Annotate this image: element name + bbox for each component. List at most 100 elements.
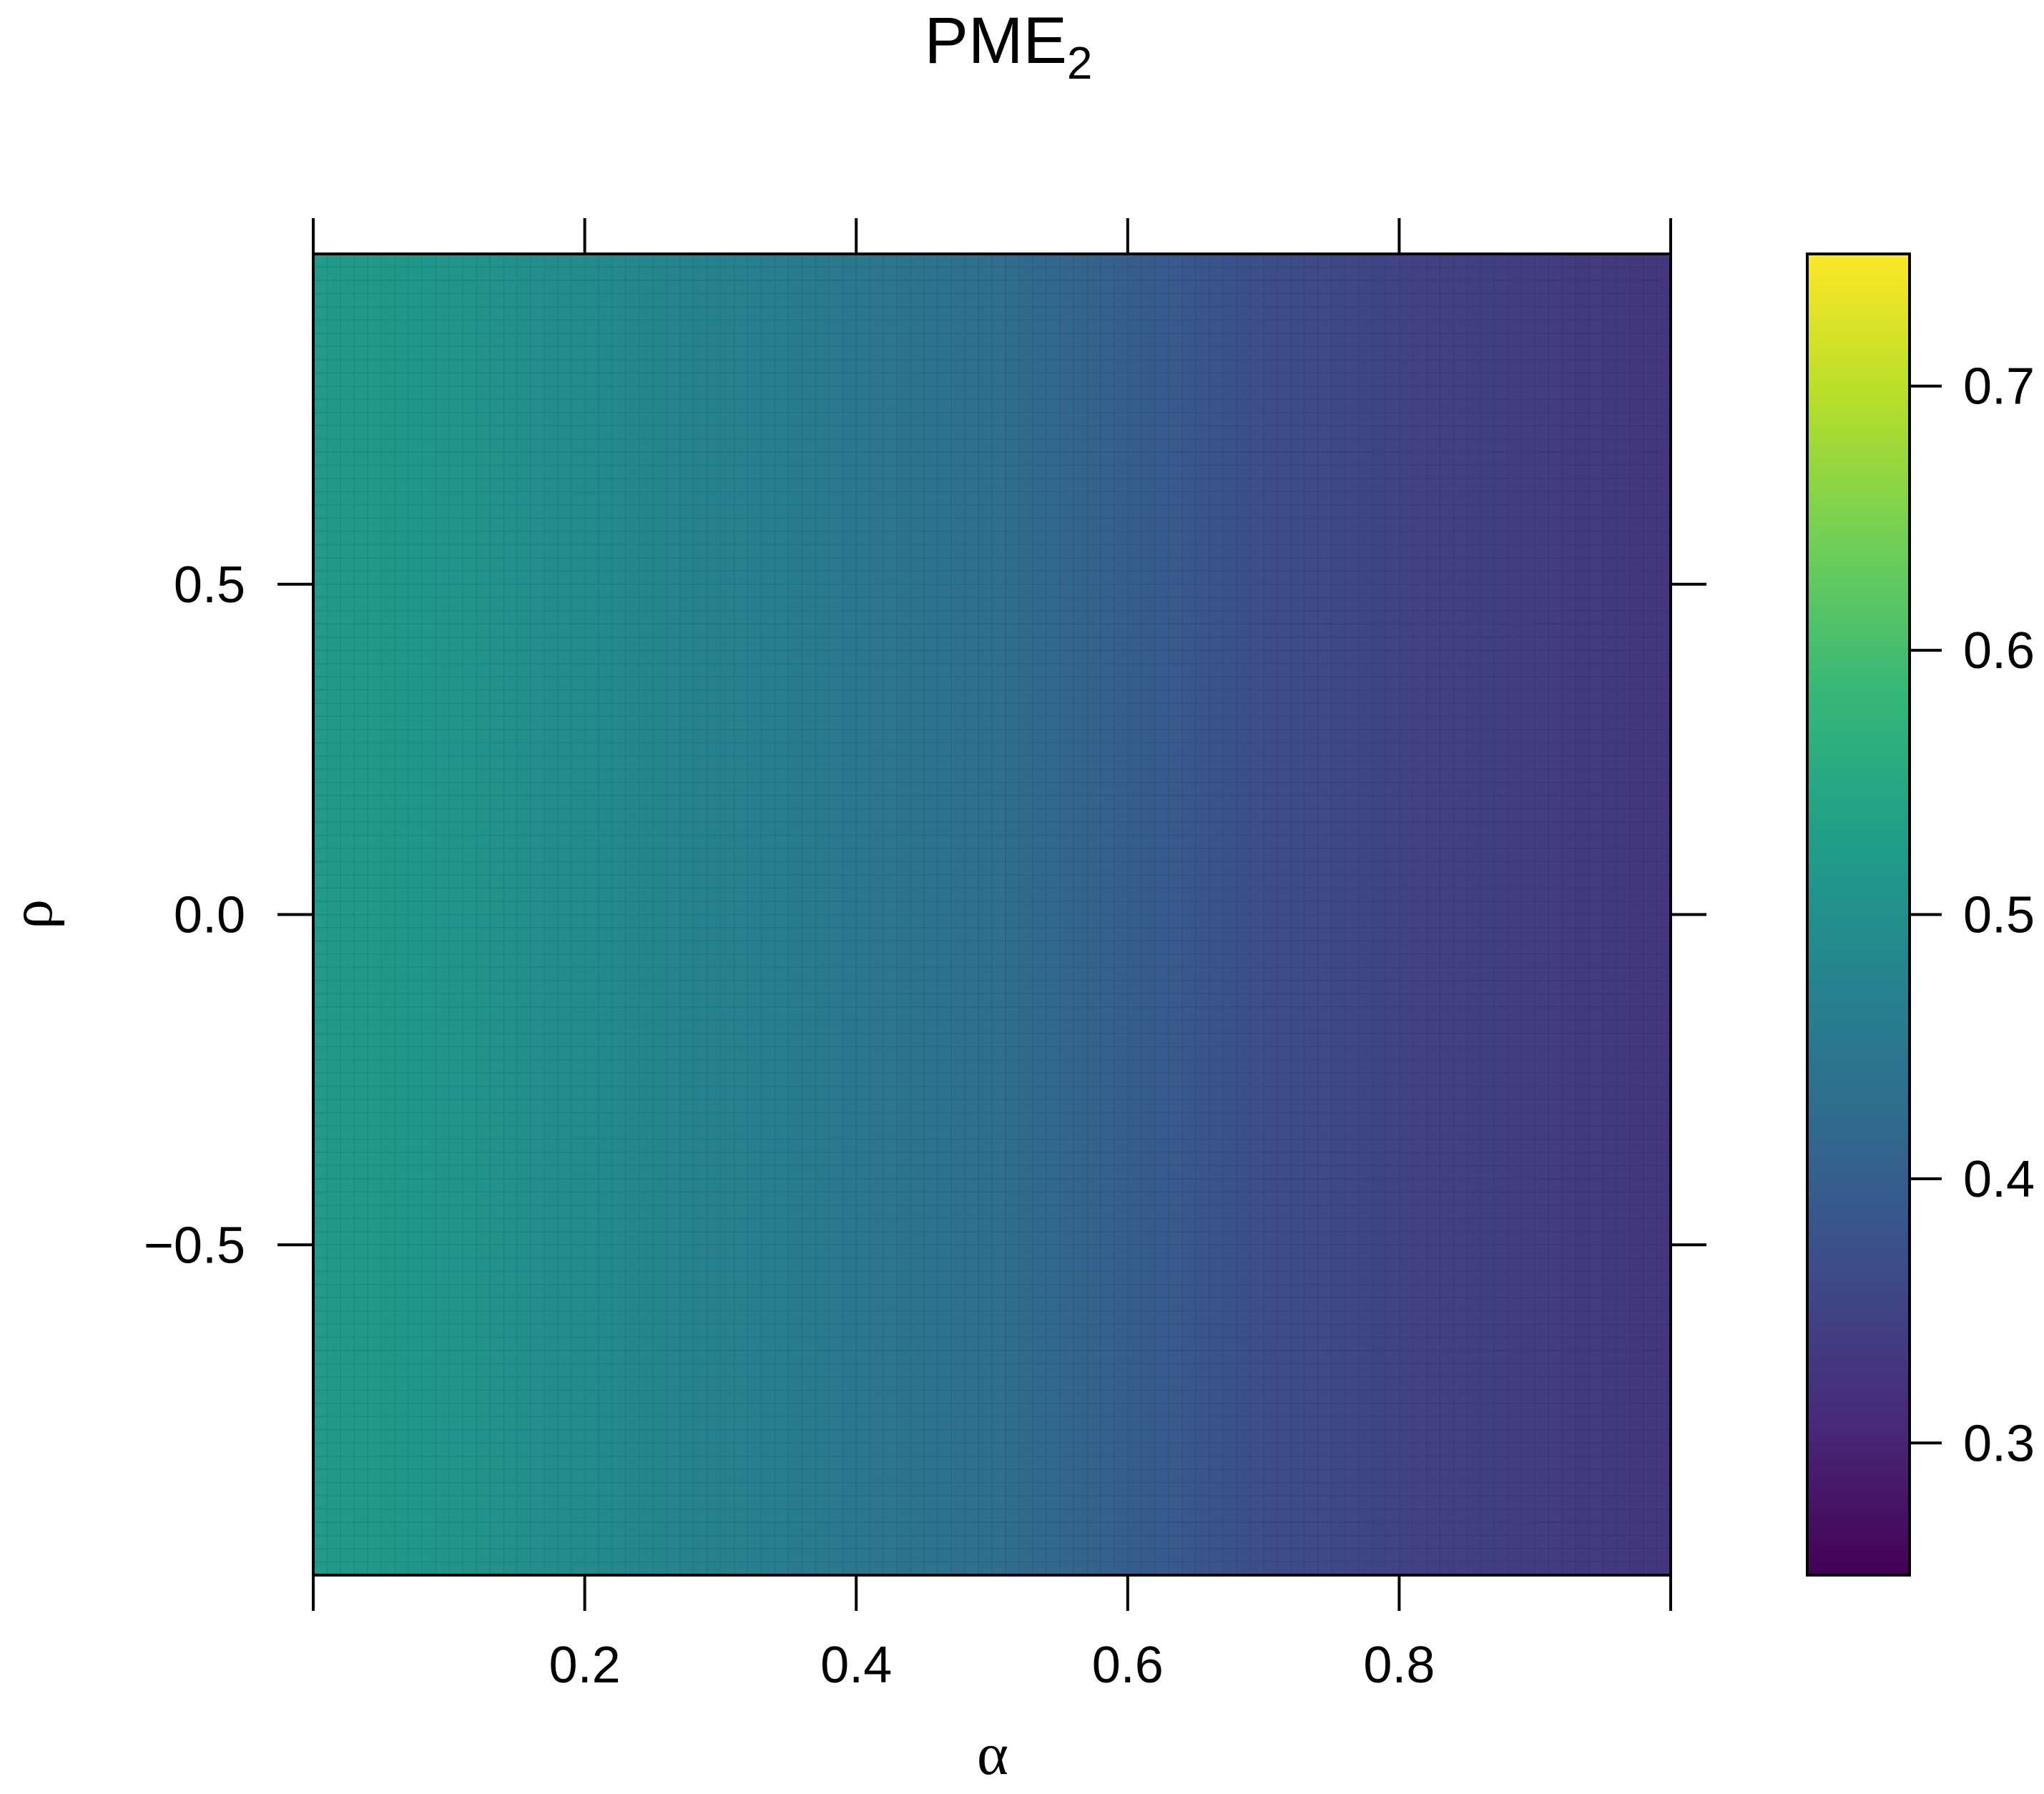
heatmap-cell [1467, 254, 1481, 1575]
heatmap-cell [1616, 254, 1631, 1575]
x-tick-label: 0.8 [1363, 1637, 1435, 1694]
heatmap-cell [1195, 254, 1210, 1575]
heatmap-cell [788, 254, 802, 1575]
heatmap-cell [1548, 254, 1563, 1575]
heatmap-cell [1086, 254, 1101, 1575]
colorbar-tick-label: 0.3 [1963, 1415, 2035, 1472]
y-tick-label: 0.5 [174, 557, 245, 614]
heatmap-cell [870, 254, 884, 1575]
heatmap-cell [1358, 254, 1373, 1575]
heatmap-cell [625, 254, 640, 1575]
heatmap-cell [1385, 254, 1400, 1575]
x-tick-label: 0.4 [820, 1637, 892, 1694]
heatmap-cell [1114, 254, 1129, 1575]
heatmap-cell [829, 254, 843, 1575]
heatmap-cell [1453, 254, 1468, 1575]
colorbar-tick-label: 0.7 [1963, 358, 2035, 416]
heatmap-cell [313, 254, 328, 1575]
heatmap-cell [380, 254, 395, 1575]
heatmap-cell [1480, 254, 1495, 1575]
y-axis-label: ρ [0, 899, 65, 929]
chart-title-main: PME [925, 4, 1067, 77]
colorbar-tick-label: 0.6 [1963, 622, 2035, 680]
heatmap-cell [978, 254, 993, 1575]
heatmap-cell [1018, 254, 1033, 1575]
heatmap-cell [340, 254, 355, 1575]
heatmap-cell [652, 254, 667, 1575]
heatmap-cell [815, 254, 830, 1575]
heatmap-cells [313, 254, 1671, 1575]
heatmap-cell [992, 254, 1006, 1575]
heatmap-cell [1440, 254, 1454, 1575]
heatmap-cell [394, 254, 409, 1575]
heatmap-cell [639, 254, 654, 1575]
heatmap-cell [476, 254, 491, 1575]
colorbar-ticks: 0.3 0.4 0.5 0.6 0.7 [1910, 358, 2035, 1472]
heatmap-cell [367, 254, 382, 1575]
y-axis: −0.5 0.0 0.5 [144, 557, 1706, 1274]
heatmap-cell [516, 254, 531, 1575]
heatmap-cell [1290, 254, 1305, 1575]
heatmap-cell [747, 254, 762, 1575]
chart-title-subscript: 2 [1067, 37, 1093, 89]
heatmap-cell [1209, 254, 1224, 1575]
heatmap-cell [611, 254, 627, 1575]
heatmap-cell [571, 254, 586, 1575]
y-tick-label: −0.5 [144, 1217, 245, 1274]
heatmap-cell [1426, 254, 1440, 1575]
heatmap-cell [924, 254, 938, 1575]
heatmap-cell [326, 254, 341, 1575]
heatmap-cell [1263, 254, 1278, 1575]
heatmap-cell [1399, 254, 1413, 1575]
heatmap-cell [1630, 254, 1644, 1575]
heatmap-cell [1222, 254, 1237, 1575]
chart-title: PME2 [925, 4, 1093, 89]
heatmap-cell [775, 254, 789, 1575]
heatmap-cell [1249, 254, 1264, 1575]
heatmap-cell [408, 254, 423, 1575]
heatmap-cell [1562, 254, 1576, 1575]
heatmap-cell [353, 254, 368, 1575]
heatmap-cell [897, 254, 911, 1575]
heatmap-cell [951, 254, 966, 1575]
heatmap-cell [1005, 254, 1020, 1575]
y-tick-label: 0.0 [174, 887, 245, 944]
heatmap-cell [1657, 254, 1671, 1575]
heatmap-cell [503, 254, 518, 1575]
heatmap-cell [598, 254, 613, 1575]
heatmap-cell [489, 254, 504, 1575]
x-tick-label: 0.6 [1092, 1637, 1164, 1694]
heatmap-cell [1576, 254, 1590, 1575]
heatmap-cell [1521, 254, 1536, 1575]
heatmap-cell [1046, 254, 1061, 1575]
colorbar-tick-label: 0.5 [1963, 887, 2035, 944]
colorbar-gradient [1807, 254, 1910, 1575]
heatmap-cell [1345, 254, 1360, 1575]
heatmap-cell [1100, 254, 1115, 1575]
x-axis-label: α [977, 1721, 1008, 1788]
heatmap-cell [1331, 254, 1346, 1575]
heatmap-cell [965, 254, 979, 1575]
heatmap-cell [1603, 254, 1617, 1575]
heatmap-cell [1412, 254, 1427, 1575]
heatmap-cell [1535, 254, 1549, 1575]
heatmap-cell [842, 254, 857, 1575]
heatmap-cell [1059, 254, 1074, 1575]
heatmap-cell [1127, 254, 1142, 1575]
heatmap-cell [462, 254, 477, 1575]
heatmap-cell [1168, 254, 1183, 1575]
heatmap-cell [1494, 254, 1508, 1575]
heatmap-cell [802, 254, 816, 1575]
colorbar-tick-label: 0.4 [1963, 1151, 2035, 1208]
heatmap-cell [1508, 254, 1522, 1575]
heatmap-cell [1032, 254, 1047, 1575]
heatmap-cell [910, 254, 925, 1575]
heatmap-cell [584, 254, 599, 1575]
x-axis: 0.2 0.4 0.6 0.8 [312, 218, 1672, 1694]
x-tick-label: 0.2 [549, 1637, 621, 1694]
heatmap-cell [1236, 254, 1251, 1575]
heatmap-cell [1154, 254, 1169, 1575]
heatmap-cell-lines [313, 254, 1671, 1575]
heatmap-cell [1372, 254, 1387, 1575]
